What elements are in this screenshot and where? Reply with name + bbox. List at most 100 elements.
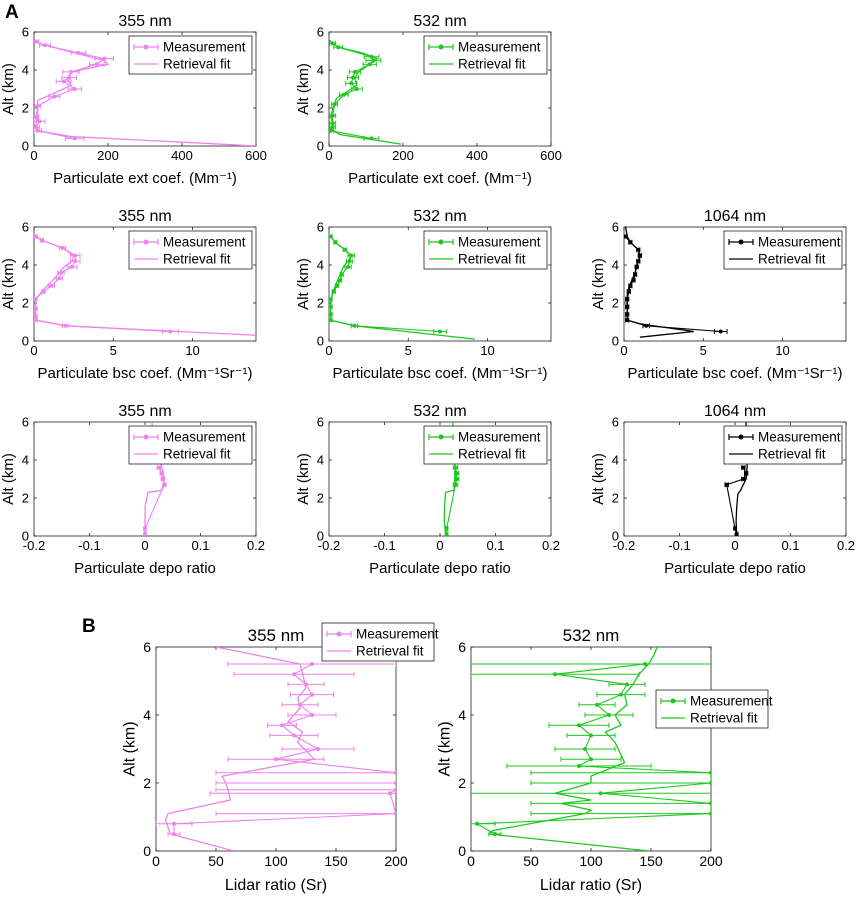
y-tick-label: 4	[612, 258, 619, 273]
legend: Measurement Retrieval fit	[128, 35, 253, 75]
legend-measurement-marker	[738, 434, 744, 440]
data-point	[57, 276, 62, 281]
chart-bsc355: 0 5 10 0 2 4 6 355 nm Particulate bsc coef. (Mm⁻…	[0, 208, 257, 382]
data-point	[352, 69, 357, 74]
legend-box	[423, 425, 548, 465]
x-tick-label: 0	[620, 343, 627, 358]
data-point	[709, 770, 711, 775]
legend-fit-label: Retrieval fit	[458, 447, 526, 462]
x-tick-label: 200	[97, 148, 119, 163]
x-tick-label: 10	[775, 343, 789, 358]
y-axis-label: Alt (km)	[590, 453, 607, 505]
x-tick-label: 0	[467, 853, 475, 869]
data-point	[577, 723, 581, 728]
data-area	[443, 422, 460, 536]
legend-box	[128, 35, 253, 75]
y-axis-label: Alt (km)	[590, 258, 607, 310]
x-tick-label: -0.1	[373, 538, 395, 553]
y-tick-label: 6	[143, 639, 151, 655]
y-tick-label: 4	[612, 453, 619, 468]
legend-box	[723, 230, 843, 270]
data-area	[329, 234, 475, 340]
legend-measurement-marker	[670, 698, 676, 704]
data-point	[394, 811, 396, 816]
chart-lr355: 0 50 100 150 200 0 2 4 6 355 nm Lidar ratio (Sr) Al…	[121, 622, 439, 894]
chart-title: 532 nm	[563, 626, 620, 645]
legend-measurement-label: Measurement	[163, 40, 246, 55]
legend-measurement-marker	[143, 44, 149, 50]
x-tick-label: 0	[436, 538, 443, 553]
x-tick-label: 5	[110, 343, 117, 358]
x-tick-label: 0.2	[542, 538, 560, 553]
x-tick-label: 0.2	[247, 538, 265, 553]
legend: Measurement Retrieval fit	[128, 230, 253, 270]
legend-box	[655, 689, 769, 729]
data-point	[310, 692, 314, 697]
chart-bsc532: 0 5 10 0 2 4 6 532 nm Particulate bsc coef. (Mm⁻…	[295, 208, 552, 382]
fit-line	[164, 647, 316, 851]
x-tick-label: 200	[384, 853, 408, 869]
y-tick-label: 0	[22, 529, 29, 544]
x-axis-label: Particulate bsc coef. (Mm⁻¹Sr⁻¹)	[332, 365, 547, 382]
x-tick-label: 50	[523, 853, 539, 869]
chart-ext355: 0 200 400 600 0 2 4 6 355 nm Particulate ext coef…	[0, 13, 267, 187]
chart-depo532: -0.2 -0.1 0 0.1 0.2 0 2 4 6 532 nm Particulate dep…	[295, 403, 560, 577]
y-tick-label: 6	[22, 220, 29, 235]
chart-title: 532 nm	[413, 13, 466, 30]
data-point	[316, 747, 320, 751]
y-tick-label: 6	[22, 415, 29, 430]
legend-fit-label: Retrieval fit	[758, 447, 826, 462]
x-tick-label: 0	[325, 148, 332, 163]
x-tick-label: 0	[325, 343, 332, 358]
data-point	[72, 136, 77, 141]
y-tick-label: 2	[458, 775, 466, 791]
chart-title: 1064 nm	[704, 208, 766, 225]
x-tick-label: -0.2	[318, 538, 340, 553]
legend-fit-label: Retrieval fit	[690, 711, 758, 726]
legend: Measurement Retrieval fit	[655, 689, 773, 729]
data-point	[292, 672, 296, 677]
data-point	[349, 81, 354, 86]
data-area	[624, 227, 728, 338]
legend-measurement-marker	[738, 239, 744, 245]
legend-measurement-label: Measurement	[163, 235, 246, 250]
legend-measurement-marker	[336, 631, 342, 637]
data-point	[61, 79, 66, 84]
data-point	[394, 781, 396, 785]
y-axis-label: Alt (km)	[121, 721, 138, 776]
data-point	[52, 94, 57, 99]
x-axis-label: Particulate ext coef. (Mm⁻¹)	[348, 170, 532, 187]
legend-fit-label: Retrieval fit	[356, 644, 424, 659]
y-tick-label: 4	[22, 63, 29, 78]
data-point	[709, 801, 711, 806]
legend-measurement-label: Measurement	[458, 430, 541, 445]
x-tick-label: 5	[405, 343, 412, 358]
data-point	[607, 713, 611, 717]
legend-measurement-label: Measurement	[458, 40, 541, 55]
y-tick-label: 6	[22, 25, 29, 40]
data-point	[394, 770, 396, 775]
x-tick-label: 0.1	[781, 538, 799, 553]
y-tick-label: 0	[317, 529, 324, 544]
data-point	[280, 723, 284, 728]
x-tick-label: 0.2	[837, 538, 855, 553]
fit-line	[34, 234, 256, 336]
x-tick-label: -0.1	[668, 538, 690, 553]
x-tick-label: 150	[639, 853, 663, 869]
data-point	[310, 662, 314, 666]
legend-fit-label: Retrieval fit	[458, 57, 526, 72]
legend-measurement-label: Measurement	[758, 430, 841, 445]
y-axis-label: Alt (km)	[295, 63, 312, 115]
data-point	[37, 119, 42, 124]
legend-measurement-marker	[143, 239, 149, 245]
y-tick-label: 4	[458, 707, 466, 723]
data-point	[354, 87, 359, 91]
x-tick-label: 600	[540, 148, 562, 163]
data-point	[718, 329, 723, 334]
x-axis-label: Particulate depo ratio	[74, 560, 216, 577]
data-point	[70, 264, 75, 269]
y-tick-label: 2	[317, 491, 324, 506]
data-point	[72, 87, 77, 91]
fit-line	[624, 227, 694, 338]
